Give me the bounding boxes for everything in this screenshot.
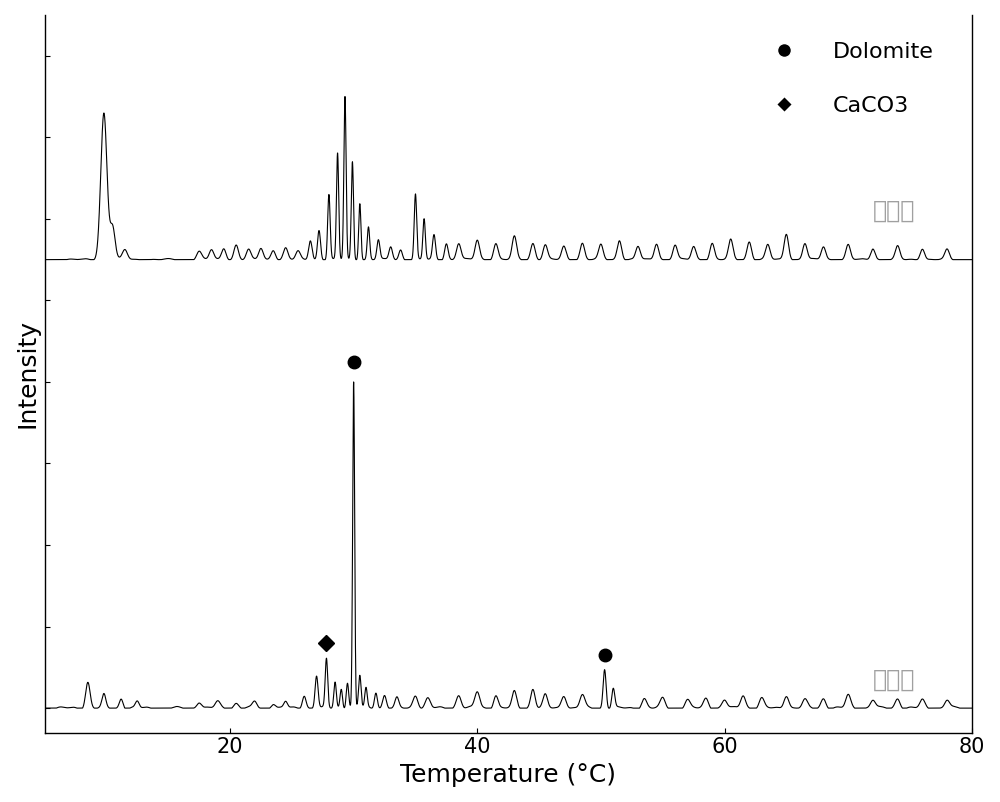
- Y-axis label: Intensity: Intensity: [15, 319, 39, 428]
- Text: 酸化前: 酸化前: [873, 667, 915, 691]
- Legend: Dolomite, CaCO3: Dolomite, CaCO3: [752, 34, 942, 124]
- Text: 酸化后: 酸化后: [873, 199, 915, 223]
- X-axis label: Temperature (°C): Temperature (°C): [400, 763, 616, 787]
